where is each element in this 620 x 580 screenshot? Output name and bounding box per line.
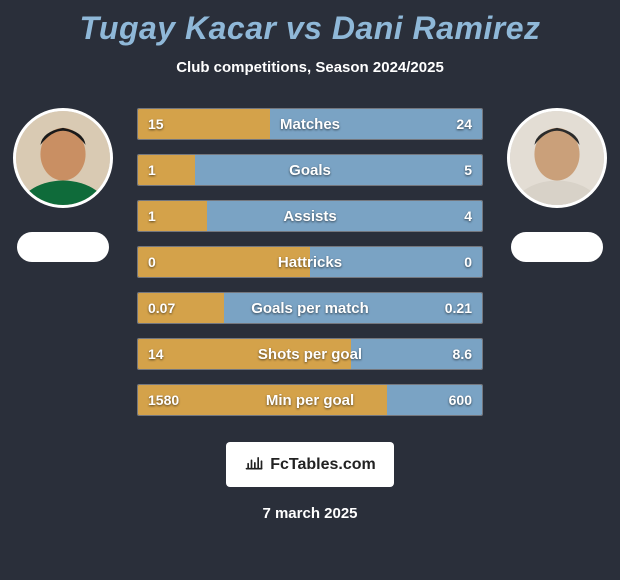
player-left-avatar — [13, 108, 113, 208]
stat-row: 15Goals — [137, 154, 483, 186]
page-title: Tugay Kacar vs Dani Ramirez — [79, 10, 540, 47]
comparison-area: 1524Matches 15Goals 14Assists 00Hattricks 0.… — [0, 108, 620, 416]
infographic-root: Tugay Kacar vs Dani Ramirez Club competi… — [0, 0, 620, 580]
player-left-column — [8, 108, 118, 262]
stat-label: Assists — [138, 201, 482, 231]
player-left-flag — [17, 232, 109, 262]
chart-icon — [244, 452, 264, 477]
stat-row: 148.6Shots per goal — [137, 338, 483, 370]
stat-label: Min per goal — [138, 385, 482, 415]
stat-label: Goals per match — [138, 293, 482, 323]
stat-label: Goals — [138, 155, 482, 185]
stat-label: Matches — [138, 109, 482, 139]
stat-row: 1524Matches — [137, 108, 483, 140]
date-label: 7 march 2025 — [262, 505, 357, 522]
stat-row: 0.070.21Goals per match — [137, 292, 483, 324]
stat-bars: 1524Matches 15Goals 14Assists 00Hattricks 0.… — [137, 108, 483, 416]
stat-label: Hattricks — [138, 247, 482, 277]
stat-label: Shots per goal — [138, 339, 482, 369]
brand-label: FcTables.com — [270, 456, 376, 474]
player-right-avatar — [507, 108, 607, 208]
stat-row: 14Assists — [137, 200, 483, 232]
stat-row: 1580600Min per goal — [137, 384, 483, 416]
subtitle: Club competitions, Season 2024/2025 — [176, 59, 444, 76]
player-right-column — [502, 108, 612, 262]
brand-badge: FcTables.com — [226, 442, 394, 487]
stat-row: 00Hattricks — [137, 246, 483, 278]
player-right-flag — [511, 232, 603, 262]
